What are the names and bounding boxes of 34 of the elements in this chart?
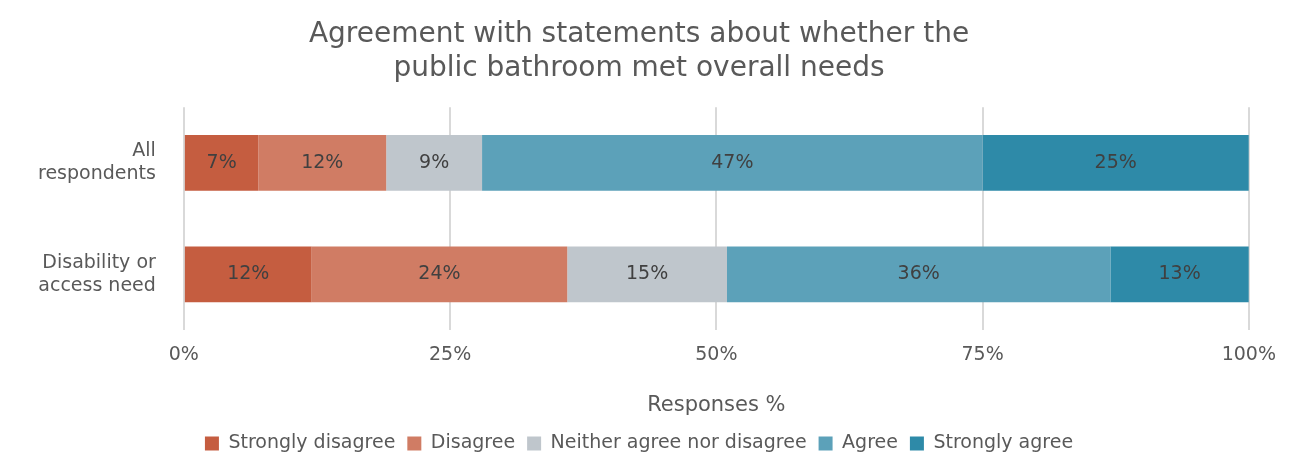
y-tick-label: Disability or access need xyxy=(38,249,157,295)
data-label: 13% xyxy=(1158,261,1201,284)
data-label: 12% xyxy=(227,261,270,284)
x-axis-title: Responses % xyxy=(647,391,786,416)
x-tick-label: 0% xyxy=(168,342,199,365)
x-tick-label: 25% xyxy=(428,342,472,365)
bar xyxy=(482,135,983,191)
data-label: 47% xyxy=(711,149,754,172)
bar xyxy=(386,135,483,191)
bar xyxy=(258,135,387,191)
x-tick-label: 50% xyxy=(695,342,738,365)
x-tick-label: 100% xyxy=(1221,342,1276,365)
bar xyxy=(727,246,1111,303)
data-label: 9% xyxy=(419,149,450,172)
data-label: 15% xyxy=(626,261,669,284)
legend-label: Disagree xyxy=(430,430,516,453)
legend-label: Strongly agree xyxy=(933,430,1074,453)
bar xyxy=(982,135,1249,191)
bar xyxy=(184,135,259,191)
data-label: 25% xyxy=(1094,149,1137,172)
chart-title: Agreement with statements about whether the public bathroom met overall needs xyxy=(308,16,970,83)
bar xyxy=(184,246,312,303)
data-label: 12% xyxy=(301,149,344,172)
y-tick-label: All respondents xyxy=(37,138,156,184)
bar xyxy=(311,246,568,303)
legend-label: Agree xyxy=(842,430,898,453)
legend-label: Neither agree nor disagree xyxy=(550,430,807,453)
x-tick-label: 75% xyxy=(961,342,1004,365)
legend-label: Strongly disagree xyxy=(228,430,396,453)
bar xyxy=(567,246,727,303)
data-label: 36% xyxy=(897,261,940,284)
bar xyxy=(1110,246,1249,303)
data-label: 7% xyxy=(206,149,237,172)
data-label: 24% xyxy=(418,261,461,284)
